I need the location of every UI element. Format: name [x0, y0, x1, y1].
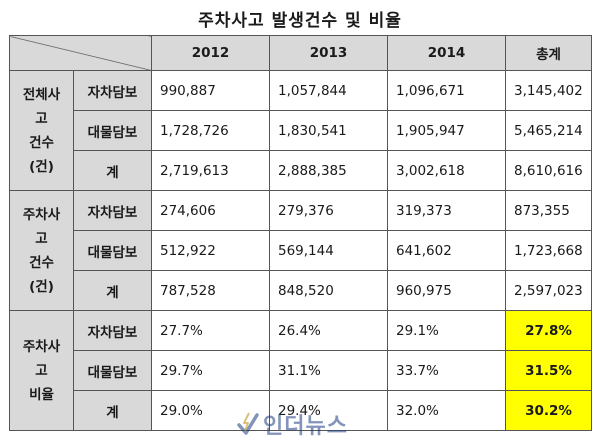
table-row: 대물담보 512,922 569,144 641,602 1,723,668 [10, 230, 592, 271]
value-cell: 274,606 [151, 190, 270, 231]
value-cell: 1,096,671 [387, 70, 506, 111]
group-label-line1: 주차사고 [22, 338, 61, 379]
value-cell: 2,888,385 [269, 150, 388, 191]
header-row: 2012 2013 2014 총계 [9, 35, 592, 71]
total-cell: 1,723,668 [505, 230, 592, 271]
value-cell: 1,057,844 [269, 70, 388, 111]
header-total: 총계 [505, 35, 592, 71]
value-cell: 26.4% [269, 310, 388, 351]
row-label: 자차담보 [73, 310, 152, 351]
value-cell: 641,602 [387, 230, 506, 271]
group-label-line1: 주차사고 [22, 206, 61, 247]
row-label: 자차담보 [73, 70, 152, 111]
table-row: 계 2,719,613 2,888,385 3,002,618 8,610,61… [10, 150, 592, 191]
diagonal-corner-cell [9, 35, 152, 71]
row-label: 계 [73, 270, 152, 311]
watermark-text: 인더뉴스 [263, 414, 348, 439]
row-label: 대물담보 [73, 350, 152, 391]
header-year-2012: 2012 [151, 35, 270, 71]
row-label: 대물담보 [73, 230, 152, 271]
row-label: 계 [73, 150, 152, 191]
table-row: 계 29.0% 29.4% 32.0% 30.2% [10, 390, 592, 431]
header-year-2013: 2013 [269, 35, 388, 71]
group-label-line2: 비율 [29, 386, 54, 403]
value-cell: 319,373 [387, 190, 506, 231]
value-cell: 512,922 [151, 230, 270, 271]
value-cell: 27.7% [151, 310, 270, 351]
row-label: 계 [73, 390, 152, 431]
row-label: 대물담보 [73, 110, 152, 151]
table-row: 계 787,528 848,520 960,975 2,597,023 [10, 270, 592, 311]
value-cell: 32.0% [387, 390, 506, 431]
highlighted-total-cell: 27.8% [505, 310, 592, 351]
value-cell: 29.1% [387, 310, 506, 351]
value-cell: 29.7% [151, 350, 270, 391]
lightning-check-logo-icon [237, 412, 259, 435]
group-label-line2: 건수(건) [29, 134, 54, 175]
table-title: 주차사고 발생건수 및 비율 [198, 11, 402, 31]
row-label: 자차담보 [73, 190, 152, 231]
statistics-table: 2012 2013 2014 총계 전체사고 건수(건) 자차담보 990,88… [9, 35, 592, 431]
total-cell: 5,465,214 [505, 110, 592, 151]
total-cell: 873,355 [505, 190, 592, 231]
table-row: 대물담보 1,728,726 1,830,541 1,905,947 5,465… [10, 110, 592, 151]
value-cell: 960,975 [387, 270, 506, 311]
value-cell: 569,144 [269, 230, 388, 271]
value-cell: 1,830,541 [269, 110, 388, 151]
value-cell: 787,528 [151, 270, 270, 311]
value-cell: 29.4% [269, 390, 388, 431]
total-cell: 3,145,402 [505, 70, 592, 111]
group-label-parking-accidents: 주차사고 건수(건) [9, 190, 74, 311]
value-cell: 279,376 [269, 190, 388, 231]
value-cell: 3,002,618 [387, 150, 506, 191]
group-label-line1: 전체사고 [22, 86, 61, 127]
group-label-total-accidents: 전체사고 건수(건) [9, 70, 74, 191]
total-cell: 8,610,616 [505, 150, 592, 191]
table-row: 전체사고 건수(건) 자차담보 990,887 1,057,844 1,096,… [9, 70, 592, 191]
value-cell: 33.7% [387, 350, 506, 391]
highlighted-total-cell: 30.2% [505, 390, 592, 431]
value-cell: 2,719,613 [151, 150, 270, 191]
value-cell: 848,520 [269, 270, 388, 311]
value-cell: 1,728,726 [151, 110, 270, 151]
value-cell: 1,905,947 [387, 110, 506, 151]
group-label-line2: 건수(건) [29, 254, 54, 295]
highlighted-total-cell: 31.5% [505, 350, 592, 391]
value-cell: 990,887 [151, 70, 270, 111]
watermark: 인더뉴스 [236, 410, 348, 439]
total-cell: 2,597,023 [505, 270, 592, 311]
header-year-2014: 2014 [387, 35, 506, 71]
value-cell: 31.1% [269, 350, 388, 391]
group-label-parking-ratio: 주차사고 비율 [9, 310, 74, 431]
table-row: 주차사고 비율 자차담보 27.7% 26.4% 29.1% 27.8% [9, 310, 592, 431]
table-row: 대물담보 29.7% 31.1% 33.7% 31.5% [10, 350, 592, 391]
table-row: 주차사고 건수(건) 자차담보 274,606 279,376 319,373 … [9, 190, 592, 311]
